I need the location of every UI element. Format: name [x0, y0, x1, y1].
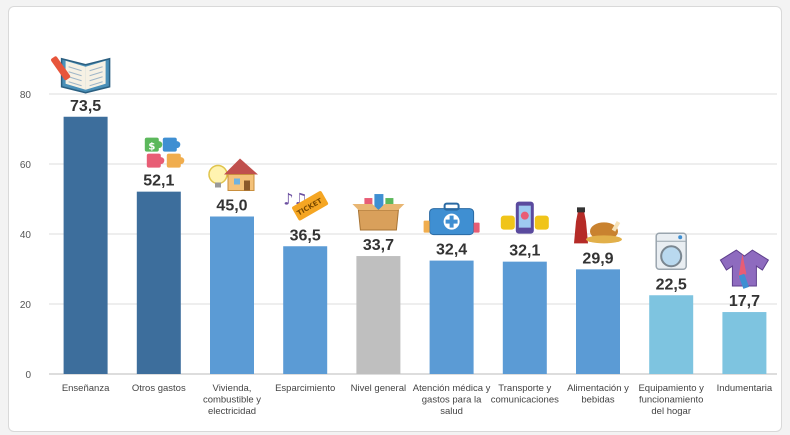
value-label: 22,5 [656, 276, 687, 293]
x-tick-label-line: funcionamiento [639, 395, 703, 406]
x-tick-label-line: Otros gastos [132, 383, 186, 394]
x-tick-label: Nivel general [351, 383, 406, 394]
bar-money-puzzle [136, 191, 181, 374]
money-puzzle-icon: $ [144, 137, 185, 168]
y-tick-label: 80 [20, 90, 32, 101]
x-tick-label-line: Equipamiento y [638, 383, 704, 394]
bar-washing-machine [649, 295, 694, 374]
value-label: 33,7 [363, 237, 394, 254]
value-label: 36,5 [290, 227, 321, 244]
x-tick-label-line: Transporte y [498, 383, 551, 394]
food-icon [574, 207, 622, 244]
svg-text:$: $ [148, 142, 155, 153]
x-tick-label-line: Alimentación y [567, 383, 629, 394]
value-label: 32,1 [509, 243, 540, 260]
bar-chart: 0 20 40 60 80 73,5 Enseñanza 52,1 $ Otros gastos 4… [20, 56, 777, 417]
y-tick-label: 40 [20, 230, 32, 241]
value-label: 32,4 [436, 242, 467, 259]
x-tick-label-line: salud [440, 406, 463, 417]
x-tick-label-line: Indumentaria [717, 383, 773, 394]
y-tick-label: 0 [25, 370, 31, 381]
transport-icon [500, 201, 549, 234]
x-tick-label-line: gastos para la [422, 395, 482, 406]
medical-kit-icon [423, 202, 480, 236]
bar-group: 17,7 Indumentaria [717, 249, 773, 394]
bar-transport [502, 261, 547, 374]
x-tick-label: Atención médica y gastos para la salud [413, 383, 491, 417]
chart-card: 0 20 40 60 80 73,5 Enseñanza 52,1 $ Otros gastos 4… [8, 6, 782, 432]
x-tick-label-line: bebidas [581, 395, 615, 406]
x-tick-label-line: comunicaciones [491, 395, 559, 406]
bar-group: 22,5 Equipamiento y funcionamiento del hoga… [638, 232, 704, 417]
bar-group: 32,4 Atención médica y gastos para la salud [413, 202, 491, 417]
clothing-icon [719, 249, 770, 289]
x-tick-label: Equipamiento y funcionamiento del hogar [638, 383, 704, 417]
x-tick-label: Alimentación y bebidas [567, 383, 629, 406]
box-icon [352, 194, 405, 231]
x-tick-label: Indumentaria [717, 383, 773, 394]
value-label: 17,7 [729, 293, 760, 310]
bar-food [576, 269, 620, 374]
x-tick-label-line: Enseñanza [62, 383, 110, 394]
x-tick-label-line: Nivel general [351, 383, 406, 394]
bar-book [63, 116, 108, 374]
bar-ticket [283, 246, 328, 374]
bar-group: 29,9 Alimentación y bebidas [567, 207, 629, 406]
bar-box [356, 256, 401, 374]
bar-house [210, 216, 254, 374]
value-label: 29,9 [582, 250, 613, 267]
x-tick-label-line: Vivienda, [213, 383, 252, 394]
x-tick-label: Transporte y comunicaciones [491, 383, 559, 406]
bar-medical-kit [429, 260, 474, 374]
y-tick-label: 60 [20, 160, 32, 171]
x-tick-label: Enseñanza [62, 383, 110, 394]
x-tick-label: Esparcimiento [275, 383, 335, 394]
x-tick-label-line: electricidad [208, 406, 256, 417]
bar-group: 33,7 Nivel general [351, 194, 406, 394]
bar-group: 45,0 Vivienda, combustible y electricidad [203, 158, 261, 417]
x-tick-label-line: Esparcimiento [275, 383, 335, 394]
y-tick-label: 20 [20, 300, 32, 311]
washing-machine-icon [655, 232, 687, 270]
x-tick-label-line: del hogar [651, 406, 691, 417]
x-tick-label: Otros gastos [132, 383, 186, 394]
ticket-icon: ♪♫TICKET [283, 189, 329, 221]
house-icon [208, 158, 258, 191]
bar-group: 36,5 ♪♫TICKET Esparcimiento [275, 189, 335, 394]
value-label: 52,1 [143, 173, 174, 190]
bar-group: 32,1 Transporte y comunicaciones [491, 201, 559, 406]
bar-group: 73,5 Enseñanza [51, 56, 111, 394]
value-label: 45,0 [216, 198, 247, 215]
x-tick-label: Vivienda, combustible y electricidad [203, 383, 261, 417]
x-tick-label-line: Atención médica y [413, 383, 491, 394]
book-icon [51, 56, 111, 94]
value-label: 73,5 [70, 98, 101, 115]
bar-clothing [722, 312, 767, 374]
bar-group: 52,1 $ Otros gastos [132, 137, 186, 394]
x-tick-label-line: combustible y [203, 395, 261, 406]
